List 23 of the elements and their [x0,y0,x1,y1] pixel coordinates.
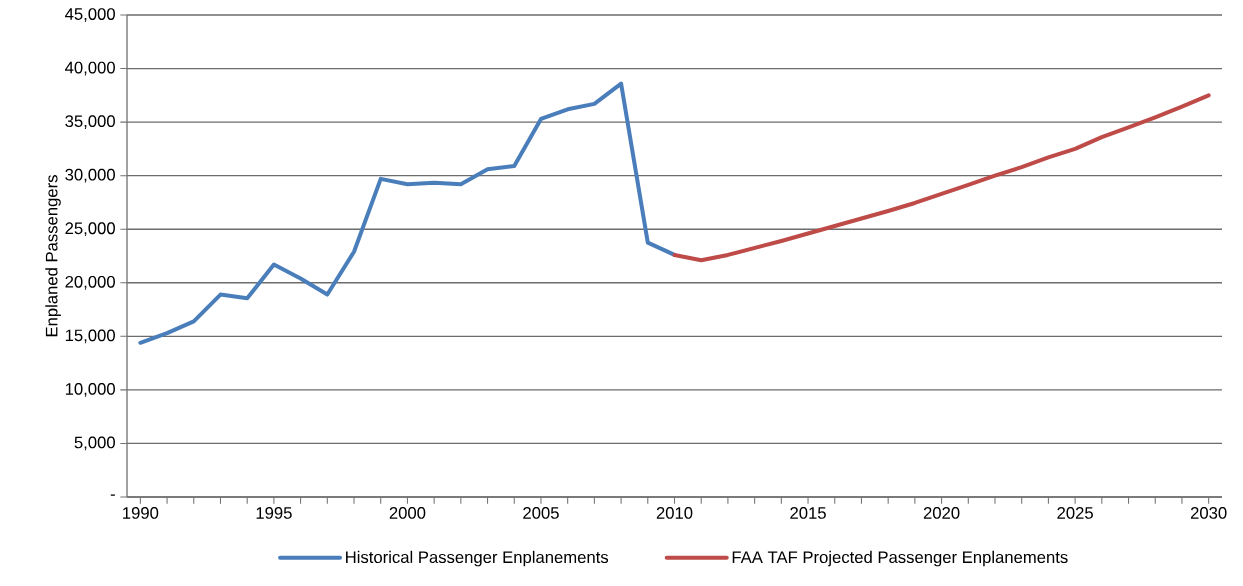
y-tick-label: 20,000 [65,275,115,290]
x-tick-label: 2015 [790,507,826,519]
y-tick-label: 5,000 [74,436,115,451]
x-tick-label: 2030 [1190,507,1227,519]
x-tick-label: 1990 [123,507,159,519]
y-tick-label: 30,000 [65,168,115,183]
y-axis-title: Enplaned Passengers [45,175,61,337]
y-tick-label: 40,000 [65,61,115,76]
x-tick-label: 2025 [1057,507,1093,519]
legend-label: FAA TAF Projected Passenger Enplanements [732,550,1068,567]
line-series [138,81,677,345]
y-tick-label: 35,000 [65,115,115,129]
legend-label: Historical Passenger Enplanements [346,550,609,567]
x-tick-label: 2005 [523,507,559,519]
y-tick-label: 25,000 [65,222,115,237]
y-tick-label: 45,000 [65,8,115,22]
y-tick-label: 15,000 [65,329,115,344]
x-tick-label: 1995 [256,507,292,519]
x-tick-label: 2000 [389,507,426,519]
x-tick-label: 2010 [656,507,693,519]
y-tick-label: 10,000 [65,383,115,397]
x-tick-label: 2020 [923,507,960,519]
y-tick-label: - [110,494,115,496]
